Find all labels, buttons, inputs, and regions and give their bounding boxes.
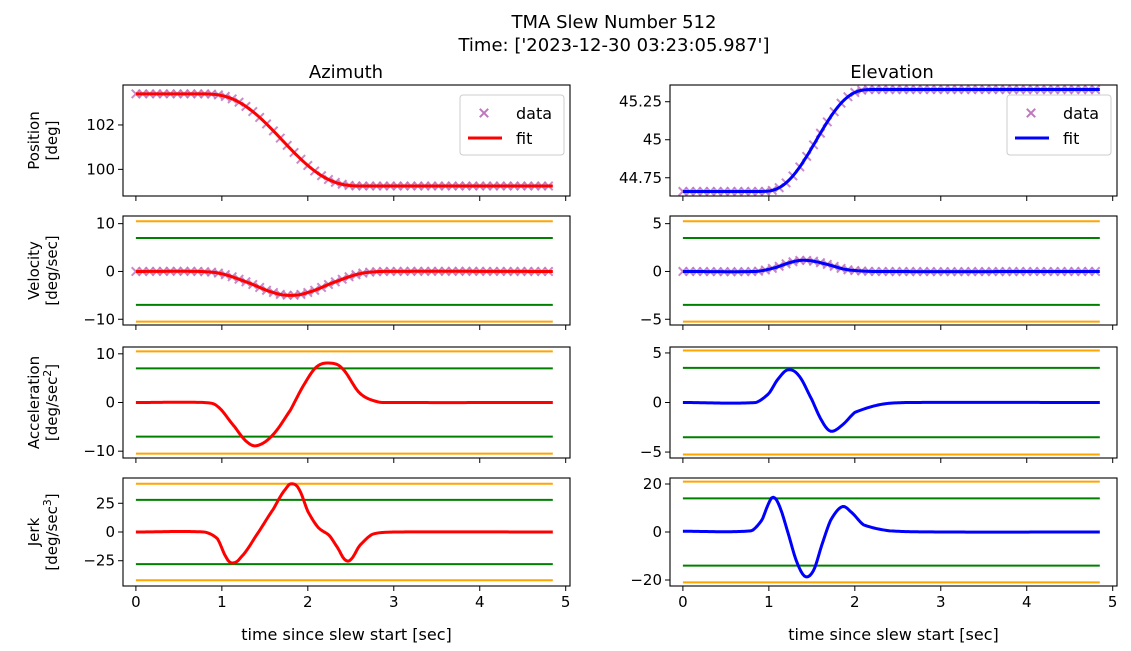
subplot-grid: 100102Position[deg]datafit44.754545.25da… <box>25 84 1118 644</box>
plot-area <box>677 85 1101 196</box>
legend: data fit <box>1006 94 1112 156</box>
legend-data-marker <box>479 108 489 118</box>
subplot-elevation-position: 44.75 45 45.25 data fit <box>619 84 1118 201</box>
y-tick-label: 5 <box>652 215 662 233</box>
y-tick-label: 0 <box>652 394 662 412</box>
fit-line <box>682 258 1100 274</box>
y-tick-label: 0 <box>652 262 662 280</box>
x-tick-label: 4 <box>475 593 485 611</box>
axes-frame <box>122 84 571 197</box>
axes-frame <box>669 215 1118 326</box>
x-tick-label: 2 <box>303 593 313 611</box>
legend-fit-label: fit <box>516 129 532 148</box>
x-tick-label: 3 <box>936 593 946 611</box>
y-tick-label: 0 <box>652 523 662 541</box>
y-tick-label: −5 <box>640 310 662 328</box>
x-tick-label: 0 <box>678 593 688 611</box>
y-tick-label: 25 <box>96 494 115 512</box>
y-tick-label: 10 <box>96 215 115 233</box>
column-title-azimuth: Azimuth <box>309 62 383 83</box>
legend: data fit <box>459 94 565 156</box>
x-axis-label: time since slew start [sec] <box>241 625 452 644</box>
subplot-azimuth-jerk: 0 1 2 3 4 5 −25 0 25 time since slew start [sec] J… <box>25 477 571 644</box>
y-tick-label: −25 <box>83 552 115 570</box>
x-tick-label: 2 <box>850 593 860 611</box>
figure-title-line1: TMA Slew Number 512 <box>511 12 717 33</box>
plot-area <box>682 349 1100 456</box>
figure-title-line2: Time: ['2023-12-30 03:23:05.987'] <box>457 35 769 56</box>
fit-line <box>135 361 553 448</box>
y-tick-label: 44.75 <box>619 169 662 187</box>
y-tick-label: 5 <box>652 344 662 362</box>
y-tick-label: 100 <box>86 160 115 178</box>
fit-line <box>682 88 1100 193</box>
y-tick-label: −10 <box>83 310 115 328</box>
y-axis-label: Jerk[deg/sec3] <box>25 493 61 570</box>
subplot-azimuth-position: 100 102 Position[deg] data fit <box>25 84 571 201</box>
y-tick-label: −10 <box>83 442 115 460</box>
subplot-azimuth-acceleration: −10 0 10 Acceleration[deg/sec2] <box>25 345 571 463</box>
plot-area <box>130 220 554 323</box>
column-title-elevation: Elevation <box>850 62 934 83</box>
axes-frame <box>122 215 571 326</box>
legend-fit-label: fit <box>1063 129 1079 148</box>
y-tick-label: 102 <box>86 116 115 134</box>
fit-line <box>682 368 1100 433</box>
y-tick-label: −20 <box>630 571 662 589</box>
x-tick-label: 5 <box>561 593 571 611</box>
y-axis-label: Position[deg] <box>25 111 61 169</box>
axes-frame <box>669 84 1118 197</box>
y-tick-label: 45 <box>643 131 662 149</box>
plot-area <box>135 350 553 455</box>
y-tick-label: 0 <box>105 394 115 412</box>
y-tick-label: 20 <box>643 475 662 493</box>
plot-area <box>130 88 554 191</box>
y-tick-label: 0 <box>105 262 115 280</box>
legend-data-label: data <box>1063 104 1099 123</box>
x-tick-label: 3 <box>389 593 399 611</box>
fit-line <box>682 495 1100 579</box>
x-tick-label: 4 <box>1022 593 1032 611</box>
y-tick-label: 10 <box>96 345 115 363</box>
subplot-elevation-velocity: −5 0 5 <box>640 215 1118 330</box>
subplot-azimuth-velocity: −10 0 10 Velocity[deg/sec] <box>25 215 571 330</box>
fit-line <box>135 92 553 188</box>
fit-line <box>135 482 553 565</box>
y-tick-label: 45.25 <box>619 93 662 111</box>
x-tick-label: 1 <box>217 593 227 611</box>
y-tick-label: −5 <box>640 443 662 461</box>
subplot-elevation-acceleration: −5 0 5 <box>640 344 1118 463</box>
subplot-elevation-jerk: 0 1 2 3 4 5 −20 0 20 time since slew start [sec] <box>630 475 1118 644</box>
y-axis-label: Acceleration[deg/sec2] <box>25 356 61 449</box>
y-axis-label: Velocity[deg/sec] <box>25 235 61 305</box>
plot-area <box>677 220 1101 323</box>
legend-data-marker <box>1026 108 1036 118</box>
x-tick-label: 1 <box>764 593 774 611</box>
plot-area <box>135 482 553 582</box>
x-axis-label: time since slew start [sec] <box>788 625 999 644</box>
plot-area <box>682 480 1100 584</box>
fit-line <box>135 269 553 297</box>
legend-data-label: data <box>516 104 552 123</box>
x-tick-label: 0 <box>131 593 141 611</box>
y-tick-label: 0 <box>105 523 115 541</box>
x-tick-label: 5 <box>1108 593 1118 611</box>
